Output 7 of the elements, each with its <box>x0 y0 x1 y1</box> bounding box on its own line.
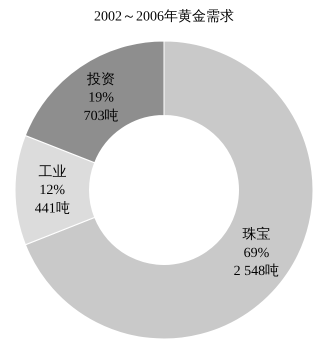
data-label: 69% 2 548吨 <box>234 246 280 280</box>
data-label: 19% 703吨 <box>84 90 119 124</box>
slice-label: 工业 <box>38 164 66 180</box>
data-label: 12% 441吨 <box>34 183 70 216</box>
slice-label: 珠宝 <box>242 226 270 243</box>
chart-title: 2002～2006年黄金需求 <box>94 8 234 24</box>
slice-label: 投资 <box>86 71 116 88</box>
